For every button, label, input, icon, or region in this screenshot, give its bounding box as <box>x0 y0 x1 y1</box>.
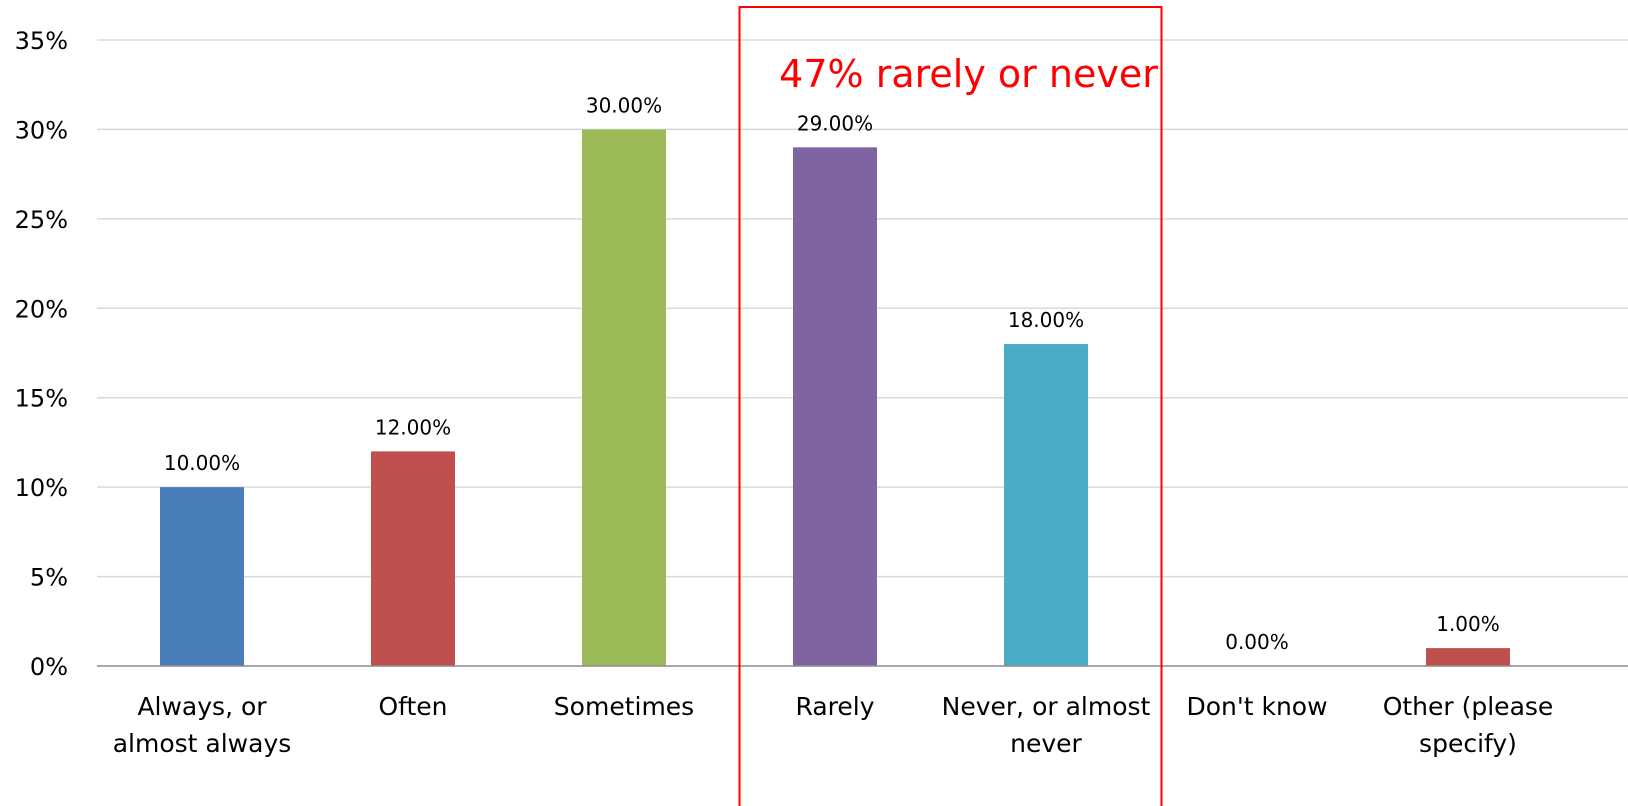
bar-3 <box>793 147 877 667</box>
y-tick-label: 0% <box>30 653 68 681</box>
data-label: 29.00% <box>797 111 873 135</box>
category-label: Don't know <box>1186 692 1327 721</box>
y-tick-label: 30% <box>15 116 68 144</box>
category-labels: Always, or almost always Often Sometimes Rar… <box>113 692 1554 758</box>
y-tick-label: 25% <box>15 206 68 234</box>
category-label: specify) <box>1419 729 1517 758</box>
y-tick-label: 15% <box>15 385 68 413</box>
bars <box>160 129 1510 667</box>
y-tick-label: 35% <box>15 27 68 55</box>
category-label: Never, or almost <box>942 692 1151 721</box>
category-label: Often <box>378 692 447 721</box>
bar-6 <box>1426 648 1510 666</box>
bar-0 <box>160 487 244 666</box>
data-label: 12.00% <box>375 415 451 439</box>
bar-4 <box>1004 344 1088 666</box>
data-label: 0.00% <box>1225 630 1289 654</box>
bar-2 <box>582 129 666 666</box>
y-tick-label: 20% <box>15 295 68 323</box>
data-label: 1.00% <box>1436 612 1500 636</box>
data-label: 10.00% <box>164 451 240 475</box>
data-label: 18.00% <box>1008 308 1084 332</box>
category-label: Sometimes <box>554 692 694 721</box>
y-axis-ticks: 0% 5% 10% 15% 20% 25% 30% 35% <box>15 27 68 681</box>
annotation-text: 47% rarely or never <box>779 52 1158 96</box>
category-label: almost always <box>113 729 292 758</box>
category-label: Always, or <box>137 692 267 721</box>
annotation-box <box>738 6 1163 806</box>
data-label: 30.00% <box>586 93 662 117</box>
category-label: Rarely <box>796 692 875 721</box>
category-label: never <box>1010 729 1082 758</box>
category-label: Other (please <box>1383 692 1554 721</box>
y-tick-label: 10% <box>15 474 68 502</box>
data-labels: 10.00% 12.00% 30.00% 29.00% 18.00% 0.00% 1.00% <box>164 93 1500 654</box>
bar-1 <box>371 451 455 666</box>
y-tick-label: 5% <box>30 564 68 592</box>
